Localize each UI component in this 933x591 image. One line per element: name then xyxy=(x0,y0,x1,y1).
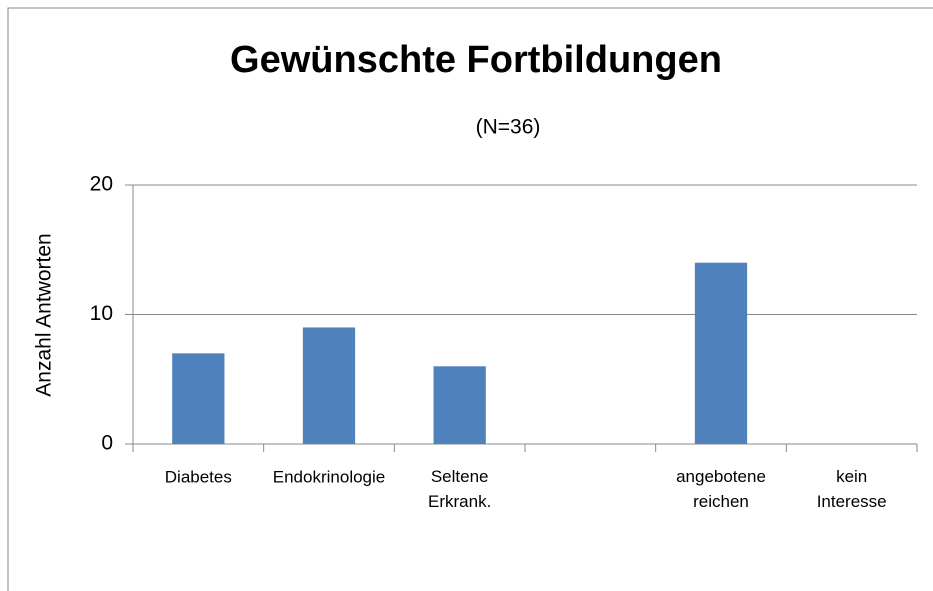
bar xyxy=(302,327,356,444)
y-tick-label: 20 xyxy=(90,173,113,196)
bar xyxy=(433,366,486,444)
bar xyxy=(172,353,225,444)
chart-title: Gewünschte Fortbildungen xyxy=(230,39,722,81)
y-tick-label: 10 xyxy=(90,302,113,325)
y-tick-label: 0 xyxy=(101,432,113,455)
x-tick-label: angebotene reichen xyxy=(676,467,766,511)
chart-frame xyxy=(7,7,933,591)
bar xyxy=(694,262,748,444)
x-tick-label: Seltene Erkrank. xyxy=(428,467,491,511)
x-tick-label: Diabetes xyxy=(165,467,232,486)
x-tick-label: Endokrinologie xyxy=(273,467,385,486)
chart-subtitle: (N=36) xyxy=(476,116,541,139)
x-tick-label: kein Interesse xyxy=(817,467,887,511)
y-axis-label: Anzahl Antworten xyxy=(33,233,56,396)
